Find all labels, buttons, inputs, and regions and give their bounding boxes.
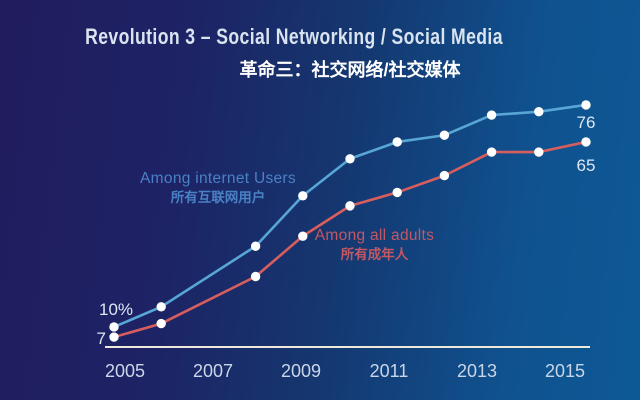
legend-internet-users-label: Among internet Users	[140, 170, 296, 187]
data-point	[486, 110, 497, 120]
data-point	[298, 191, 308, 201]
data-point	[156, 302, 166, 312]
series-line-all-adults	[113, 140, 587, 339]
legend-all-adults: Among all adults 所有成年人	[302, 227, 447, 262]
data-point	[392, 187, 402, 198]
end-value-label: 65	[577, 156, 596, 175]
start-value-label: 7	[97, 329, 106, 348]
data-point	[345, 201, 355, 211]
legend-all-adults-label-chinese: 所有成年人	[340, 246, 409, 262]
x-tick-label: 2007	[193, 361, 233, 381]
series-line-internet-users	[113, 103, 587, 329]
legend-internet-users: Among internet Users 所有互联网用户	[138, 170, 298, 205]
legend-all-adults-label: Among all adults	[314, 227, 435, 244]
data-point	[439, 130, 450, 140]
x-tick-label: 2015	[545, 361, 585, 381]
data-point	[109, 322, 119, 332]
data-point	[581, 100, 591, 110]
x-tick-label: 2005	[105, 361, 145, 381]
x-tick-label: 2013	[457, 361, 497, 381]
data-point	[109, 332, 119, 342]
data-point	[486, 147, 497, 157]
data-point	[439, 170, 450, 181]
slide-subtitle-chinese: 革命三：社交网络/社交媒体	[239, 60, 461, 80]
data-point	[250, 271, 261, 282]
data-point	[298, 231, 308, 241]
data-point	[581, 137, 591, 147]
data-point	[392, 137, 402, 147]
legend-internet-users-label-chinese: 所有互联网用户	[170, 189, 266, 205]
data-point	[534, 106, 544, 117]
slide-title: Revolution 3 – Social Networking / Socia…	[85, 24, 503, 49]
data-point	[156, 318, 166, 329]
end-value-label: 76	[577, 113, 596, 132]
start-value-label: 10%	[99, 300, 133, 319]
data-point	[345, 154, 355, 164]
x-tick-label: 2009	[281, 361, 321, 381]
data-point	[534, 147, 544, 157]
x-tick-label: 2011	[370, 361, 409, 381]
data-point	[250, 241, 261, 251]
